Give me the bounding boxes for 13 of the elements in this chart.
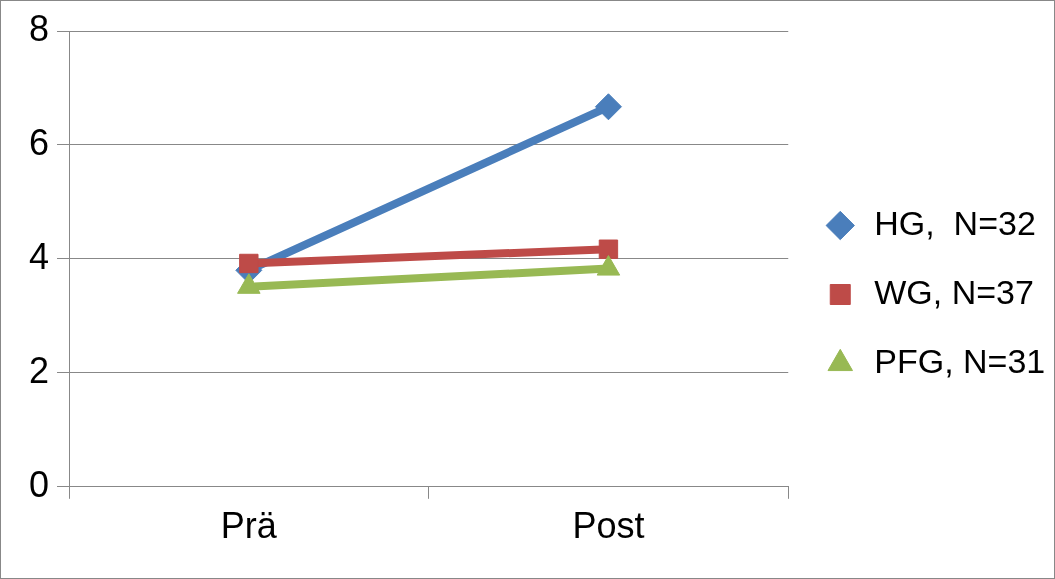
x-tick-label: Prä bbox=[220, 505, 278, 547]
point bbox=[598, 239, 619, 259]
y-tick-label: 8 bbox=[28, 7, 50, 49]
legend-label: PFG, N=31 bbox=[874, 341, 1046, 380]
point bbox=[594, 93, 622, 121]
y-tick-label: 2 bbox=[28, 349, 50, 391]
x-tick-label: Post bbox=[572, 505, 645, 547]
y-tick-label: 6 bbox=[28, 121, 50, 163]
y-tick-label: 4 bbox=[28, 235, 50, 277]
legend-label: HG, N=32 bbox=[874, 203, 1036, 242]
point bbox=[239, 253, 259, 274]
legend-label: WG, N=37 bbox=[874, 272, 1034, 311]
y-tick-label: 0 bbox=[28, 463, 50, 505]
